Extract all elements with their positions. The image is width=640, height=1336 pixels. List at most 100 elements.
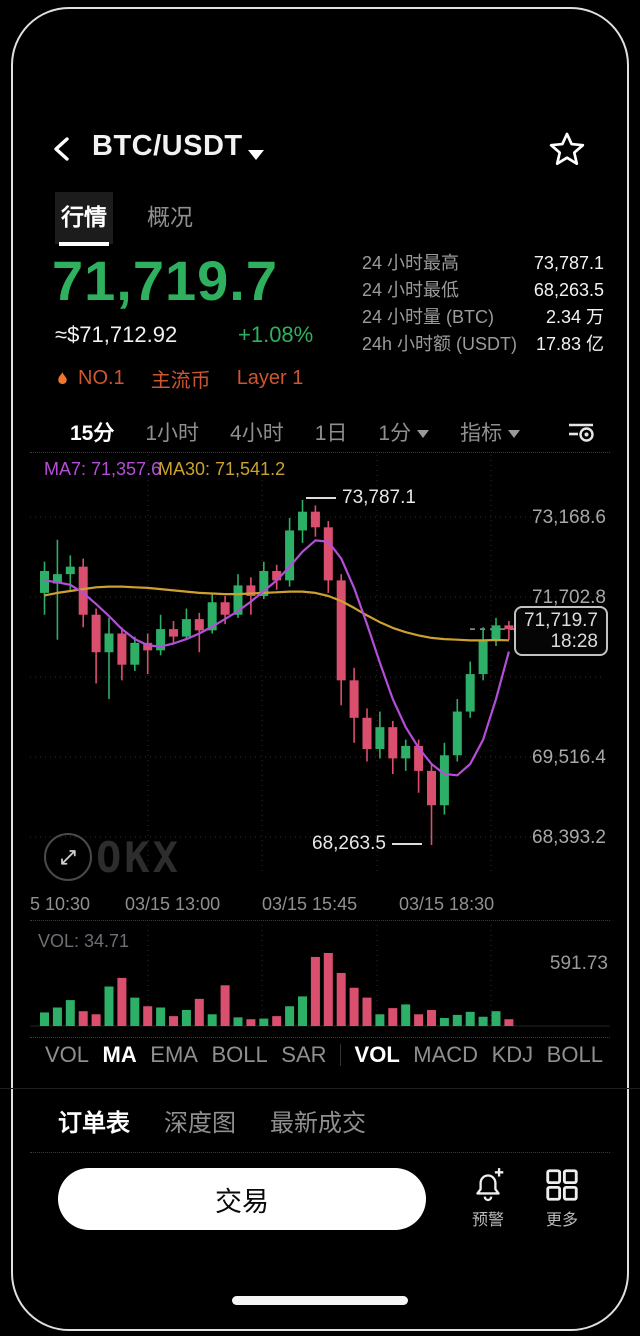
separator <box>30 1152 610 1153</box>
tag-time: 18:28 <box>550 631 598 653</box>
annotation-dash <box>391 843 422 845</box>
top-tab-1[interactable]: 概况 <box>147 204 193 230</box>
volume-pane[interactable]: VOL: 34.71 591.73 <box>30 925 610 1037</box>
indicator-row: VOL MA EMA BOLL SAR VOL MACD KDJ BOLL <box>45 1042 603 1068</box>
stat-label: 24 小时量 (BTC) <box>362 307 495 327</box>
star-icon <box>549 132 585 166</box>
x-axis-labels: 5 10:30 03/15 13:00 03/15 15:45 03/15 18:30 <box>30 894 610 918</box>
separator <box>30 452 610 453</box>
x-axis-label-2: 03/15 15:45 <box>262 894 358 914</box>
bottom-tab-2[interactable]: 最新成交 <box>270 1110 366 1137</box>
chevron-left-icon <box>54 137 69 161</box>
indicator-item-2[interactable]: EMA <box>150 1042 198 1067</box>
tag-layer1[interactable]: Layer 1 <box>236 367 304 389</box>
pair-dropdown-caret-icon[interactable] <box>248 150 264 160</box>
more-label: 更多 <box>545 1212 578 1229</box>
indicator-item-7[interactable]: KDJ <box>491 1042 534 1067</box>
stat-label: 24 小时最高 <box>362 253 460 273</box>
stat-row-2: 24 小时量 (BTC) 2.34 万 <box>362 308 604 327</box>
timeframe-item-2[interactable]: 4小时 <box>230 417 284 447</box>
bottom-tab-0[interactable]: 订单表 <box>58 1110 130 1137</box>
timeframe-label: 指标 <box>460 422 503 445</box>
grid-icon <box>546 1169 578 1201</box>
top-tab-0[interactable]: 行情 <box>55 192 113 246</box>
indicator-item-6[interactable]: MACD <box>413 1042 479 1067</box>
timeframe-label: 4小时 <box>230 422 284 445</box>
dropdown-caret-icon <box>417 429 430 438</box>
x-axis-label-0: 5 10:30 <box>30 894 91 914</box>
timeframe-item-1[interactable]: 1小时 <box>145 417 199 447</box>
annotation-dash <box>306 497 336 499</box>
dropdown-caret-icon <box>508 429 521 438</box>
alert-label: 预警 <box>471 1212 504 1229</box>
y-axis-label-0: 73,168.6 <box>532 507 606 528</box>
market-overview-tabs: 行情 概况 <box>55 192 199 246</box>
timeframe-item-4[interactable]: 1分 <box>378 417 430 447</box>
timeframe-label: 15分 <box>70 422 115 445</box>
separator <box>30 1037 610 1038</box>
candlestick-chart[interactable]: MA7: 71,357.6 MA30: 71,541.2 73,168.6 71,… <box>30 455 610 900</box>
volume-max-label: 591.73 <box>549 953 608 974</box>
tag-mainstream[interactable]: 主流币 <box>150 370 211 392</box>
indicator-item-0[interactable]: VOL <box>45 1042 90 1067</box>
favorite-star-button[interactable] <box>548 130 586 168</box>
bell-plus-icon <box>476 1168 504 1202</box>
timeframe-item-0[interactable]: 15分 <box>70 417 114 447</box>
last-price-tag: 71,719.7 18:28 <box>514 606 608 657</box>
y-axis-label-3: 68,393.2 <box>532 827 606 848</box>
indicator-item-1[interactable]: MA <box>102 1042 137 1067</box>
high-annotation: 73,787.1 <box>306 487 416 509</box>
chart-settings-icon <box>569 423 594 442</box>
volume-label: VOL: 34.71 <box>38 931 130 951</box>
stat-value: 17.83 亿 <box>535 334 604 354</box>
ma30-label: MA30: 71,541.2 <box>158 459 286 479</box>
separator <box>0 1088 640 1089</box>
fullscreen-button[interactable] <box>44 833 92 881</box>
fiat-price: ≈$71,712.92 <box>55 322 178 347</box>
indicator-item-5[interactable]: VOL <box>354 1042 400 1067</box>
y-axis-label-2: 69,516.4 <box>532 747 606 768</box>
x-axis-label-1: 03/15 13:00 <box>125 894 221 914</box>
stat-value: 68,263.5 <box>533 280 604 300</box>
alert-button[interactable]: 预警 <box>458 1166 518 1230</box>
pair-title[interactable]: BTC/USDT <box>92 130 243 162</box>
ma7-label: MA7: 71,357.6 <box>44 459 162 479</box>
x-axis-label-3: 03/15 18:30 <box>399 894 495 914</box>
back-button[interactable] <box>46 132 80 166</box>
timeframe-item-3[interactable]: 1日 <box>315 417 348 447</box>
stat-row-3: 24h 小时额 (USDT) 17.83 亿 <box>362 335 604 354</box>
home-indicator <box>232 1296 408 1305</box>
stat-value: 73,787.1 <box>533 253 604 273</box>
y-axis-label-1: 71,702.8 <box>532 587 606 608</box>
chart-settings-button[interactable] <box>566 418 596 446</box>
timeframe-label: 1小时 <box>145 422 200 445</box>
indicator-divider <box>340 1044 342 1066</box>
indicator-item-3[interactable]: BOLL <box>211 1042 268 1067</box>
stat-label: 24 小时最低 <box>362 280 460 300</box>
timeframe-label: 1日 <box>314 422 348 445</box>
separator <box>30 920 610 921</box>
trade-button[interactable]: 交易 <box>58 1168 426 1230</box>
last-price: 71,719.7 <box>52 249 278 312</box>
timeframe-item-5[interactable]: 指标 <box>460 417 521 447</box>
indicator-item-4[interactable]: SAR <box>281 1042 327 1067</box>
timeframe-row: 15分 1小时 4小时 1日 1分 指标 <box>70 417 521 447</box>
candles-canvas <box>30 455 610 875</box>
low-annotation: 68,263.5 <box>312 833 422 855</box>
stats-24h: 24 小时最高 73,787.1 24 小时最低 68,263.5 24 小时量 (BT… <box>362 254 604 362</box>
rank-badge[interactable]: NO.1 <box>55 367 125 390</box>
indicator-item-8[interactable]: BOLL <box>546 1042 603 1067</box>
bottom-tab-1[interactable]: 深度图 <box>164 1110 236 1137</box>
change-percent: +1.08% <box>238 322 314 347</box>
stat-label: 24h 小时额 (USDT) <box>362 334 518 354</box>
expand-arrows-icon <box>61 850 76 865</box>
stat-value: 2.34 万 <box>545 307 604 327</box>
tag-price: 71,719.7 <box>524 610 598 632</box>
more-button[interactable]: 更多 <box>532 1166 592 1230</box>
flame-icon <box>58 370 67 384</box>
stat-row-0: 24 小时最高 73,787.1 <box>362 254 604 273</box>
badge-row: NO.1 主流币 Layer 1 <box>55 364 303 393</box>
volume-canvas <box>30 925 610 1027</box>
okx-watermark: OKX <box>96 833 181 882</box>
timeframe-label: 1分 <box>378 422 412 445</box>
